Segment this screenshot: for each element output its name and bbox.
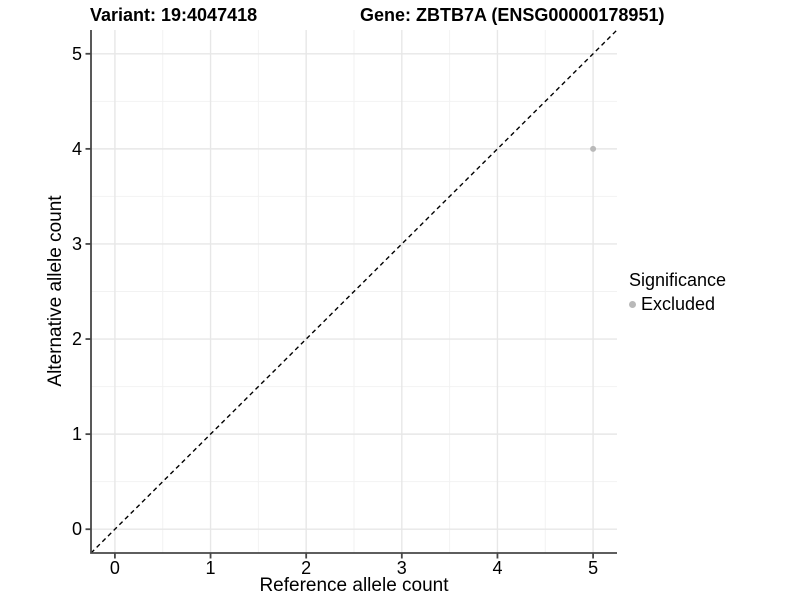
- y-tick-label: 3: [72, 234, 82, 254]
- x-tick-label: 0: [110, 558, 120, 578]
- plot-title-variant: Variant: 19:4047418: [90, 5, 258, 25]
- x-tick-label: 3: [397, 558, 407, 578]
- legend: Significance Excluded: [629, 270, 726, 315]
- y-tick-label: 2: [72, 329, 82, 349]
- x-tick-label: 1: [206, 558, 216, 578]
- legend-title: Significance: [629, 270, 727, 290]
- identity-line: [90, 29, 618, 554]
- y-tick-label: 1: [72, 424, 82, 444]
- y-tick-label: 5: [72, 44, 82, 64]
- y-tick-label: 4: [72, 139, 82, 159]
- x-tick-label: 5: [588, 558, 598, 578]
- x-tick-label: 2: [301, 558, 311, 578]
- axis-lines: [90, 30, 617, 554]
- data-point: [590, 145, 597, 152]
- plot-title-gene: Gene: ZBTB7A (ENSG00000178951): [360, 5, 665, 25]
- x-axis-label: Reference allele count: [259, 575, 449, 596]
- x-tick-label: 4: [492, 558, 502, 578]
- legend-point-icon: [629, 301, 636, 308]
- y-tick-label: 0: [72, 519, 82, 539]
- y-axis-label: Alternative allele count: [45, 195, 66, 387]
- legend-item-excluded: Excluded: [629, 294, 726, 315]
- legend-item-label: Excluded: [641, 294, 716, 314]
